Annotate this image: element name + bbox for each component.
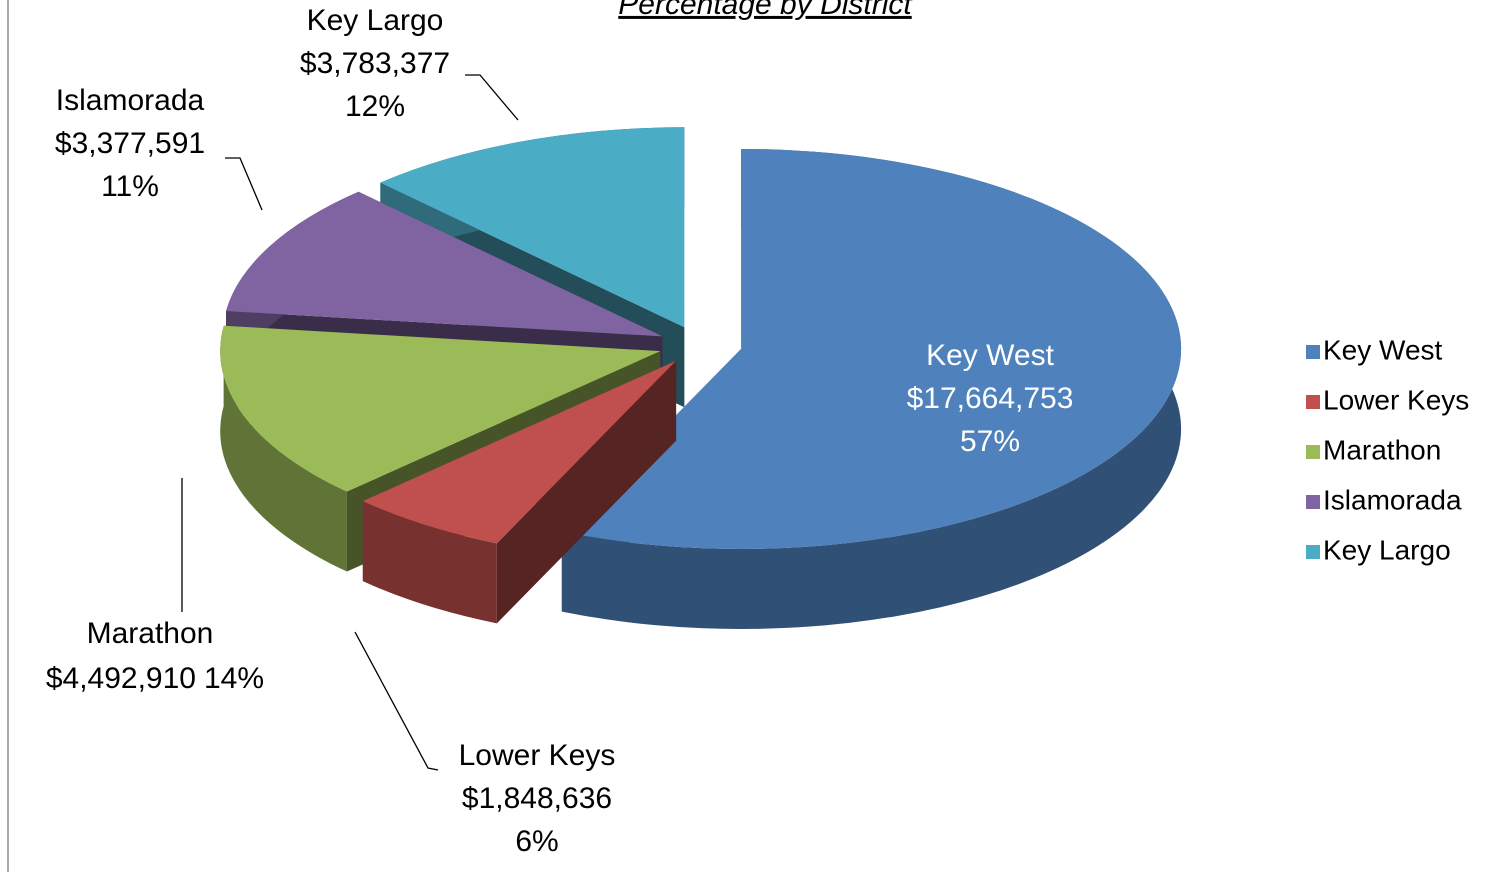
data-label: 57% [960,425,1020,458]
data-label: Key West [926,339,1054,372]
data-label: $1,848,636 [462,782,612,815]
legend-label: Key West [1323,334,1443,365]
data-label: 11% [101,170,159,203]
data-label: $3,783,377 [300,47,450,80]
chart-frame [7,0,9,872]
slice [561,148,1182,629]
data-label: 14% [204,662,264,695]
data-label: Islamorada [56,84,205,117]
slice-top [380,127,685,328]
leader-line [354,631,439,771]
legend-swatch [1306,495,1320,509]
slice-top [220,325,661,492]
slice-outer-wall [220,325,347,572]
slice [362,360,677,624]
data-label: 12% [345,90,405,123]
leader-line [225,157,263,211]
legend-label: Lower Keys [1323,384,1469,415]
legend-label: Marathon [1323,434,1441,465]
slice-outer-wall [362,501,497,624]
slice-top [362,360,677,544]
data-label: Key Largo [307,4,444,37]
leader-line [465,74,519,121]
data-label: 6% [515,825,558,858]
legend-swatch [1306,545,1320,559]
data-label: $17,664,753 [907,382,1074,415]
legend-swatch [1306,345,1320,359]
data-label: $4,492,910 [46,662,196,695]
legend-swatch [1306,395,1320,409]
data-label: Marathon [87,617,214,650]
legend-swatch [1306,445,1320,459]
slice-top [561,148,1182,549]
legend-label: Islamorada [1323,484,1462,515]
slice-top [226,191,663,337]
legend-label: Key Largo [1323,534,1451,565]
chart-title: Percentage by District [618,0,913,21]
data-label: $3,377,591 [55,127,205,160]
data-label: Lower Keys [459,739,616,772]
